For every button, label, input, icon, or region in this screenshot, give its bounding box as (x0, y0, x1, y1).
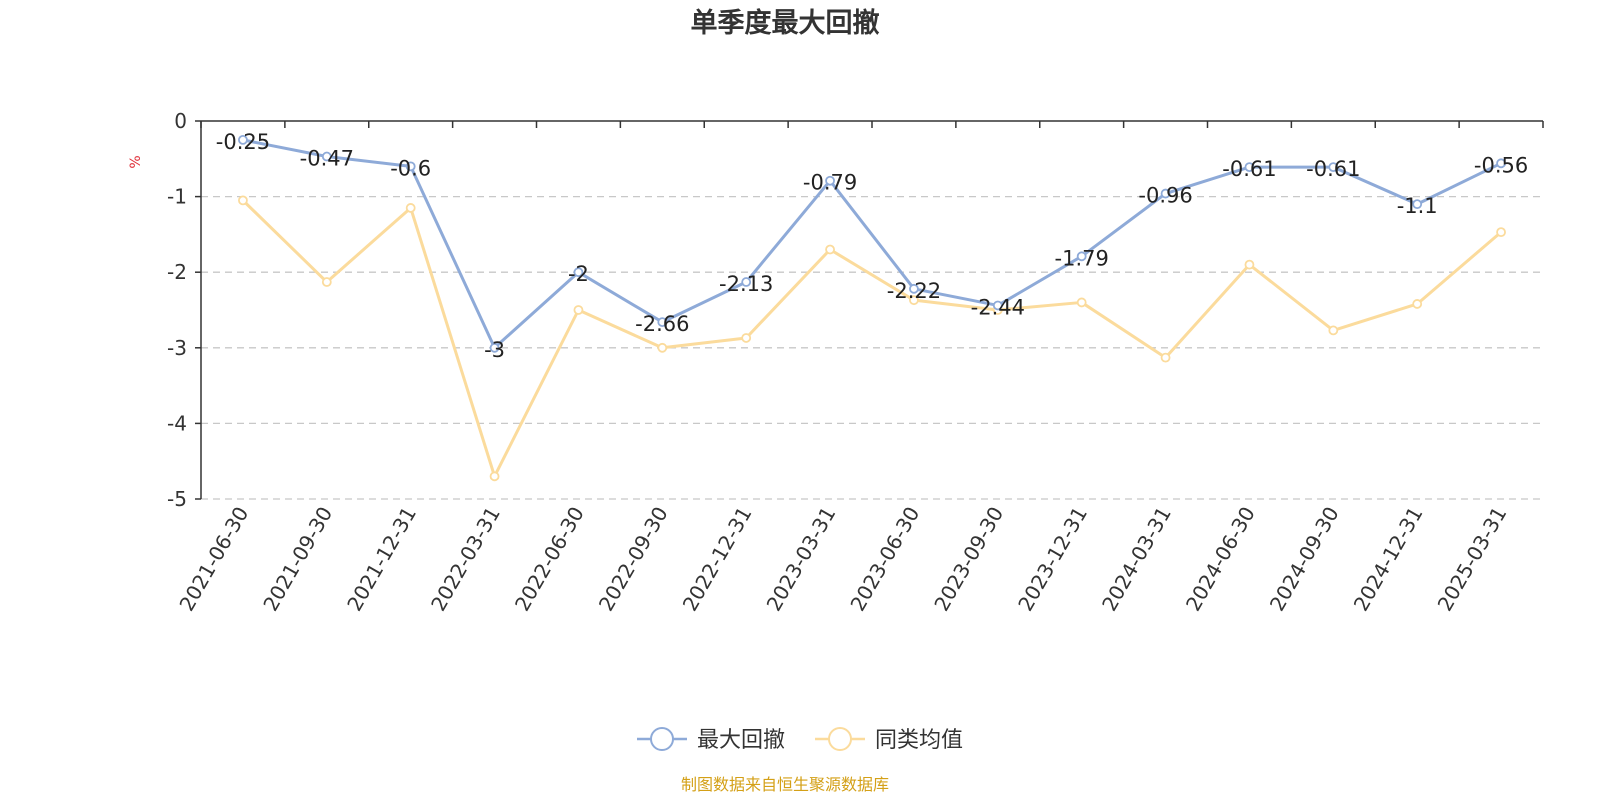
data-label: -0.47 (300, 147, 354, 171)
data-label: -2 (568, 262, 589, 286)
data-label: -0.79 (803, 171, 857, 195)
y-tick-label: -4 (167, 411, 187, 435)
data-label: -2.13 (719, 272, 773, 296)
chart-title: 单季度最大回撤 (691, 7, 880, 39)
y-tick-label: -3 (167, 336, 187, 360)
series-2-point (321, 277, 332, 287)
x-tick-label: 2022-09-30 (594, 503, 673, 616)
series-2-point (489, 471, 500, 482)
series-2-point (238, 195, 248, 206)
legend-marker-2 (828, 727, 852, 751)
series-2-point (1496, 227, 1506, 238)
series-1-point (825, 175, 835, 186)
series-1-point (1496, 158, 1506, 169)
x-tick-label: 2024-06-30 (1181, 503, 1260, 616)
data-label: -0.61 (1306, 157, 1360, 181)
data-label: -2.22 (887, 279, 941, 303)
series-1-point (1412, 199, 1423, 210)
series-2-point (573, 305, 584, 315)
x-tick-label: 2023-12-31 (1013, 503, 1092, 616)
series-1-point (321, 151, 332, 162)
x-tick-label: 2022-12-31 (678, 503, 757, 616)
series-1-point (573, 267, 584, 278)
series-1-point (489, 342, 500, 353)
legend-label-1: 最大回撤 (697, 728, 785, 753)
x-tick-label: 2024-09-30 (1265, 503, 1344, 616)
series-1-point (992, 300, 1003, 311)
series-2-point (909, 295, 919, 306)
x-tick-label: 2024-03-31 (1097, 503, 1176, 616)
data-label: -2.44 (971, 295, 1025, 319)
data-label: -0.61 (1222, 157, 1276, 181)
series-1-point (405, 161, 416, 172)
series-1-point (1076, 251, 1087, 262)
x-tick-label: 2021-12-31 (342, 503, 421, 616)
series-line-1 (242, 138, 1502, 350)
series-line-2 (241, 199, 1503, 478)
y-axis-unit: % (128, 155, 144, 168)
data-label: -3 (484, 338, 505, 362)
series-1-point (1328, 162, 1339, 173)
x-tick-label: 2022-03-31 (426, 503, 505, 616)
legend: 最大回撤 同类均值 (637, 727, 963, 753)
series-2-point (1160, 352, 1171, 363)
series-2-point (1328, 325, 1339, 336)
x-tick-label: 2021-06-30 (174, 503, 253, 616)
legend-marker-1 (650, 727, 674, 751)
data-label: -2.66 (635, 312, 689, 336)
x-tick-label: 2024-12-31 (1349, 503, 1428, 616)
series-lines (238, 134, 1506, 482)
data-label: -0.25 (216, 130, 270, 154)
grid-lines (201, 195, 1543, 500)
x-tick-label: 2025-03-31 (1432, 503, 1511, 616)
series-1-point (741, 277, 752, 287)
series-2-point (1076, 297, 1087, 308)
series-2-point (825, 244, 835, 255)
source-note: 制图数据来自恒生聚源数据库 (681, 775, 889, 794)
x-tick-label: 2023-09-30 (929, 503, 1008, 616)
series-1-point (1244, 162, 1255, 173)
series-2-point (1412, 299, 1423, 309)
series-2-point (657, 342, 668, 353)
legend-label-2: 同类均值 (875, 728, 963, 753)
y-tick-label: 0 (174, 109, 187, 133)
data-label: -0.56 (1474, 153, 1528, 177)
series-2-point (741, 333, 752, 343)
series-1-point (1160, 188, 1171, 199)
x-tick-label: 2023-03-31 (761, 503, 840, 616)
data-label: -0.96 (1138, 184, 1192, 208)
y-tick-label: -1 (167, 185, 187, 209)
y-tick-label: -2 (167, 260, 187, 284)
series-2-point (1244, 259, 1255, 270)
x-tick-label: 2021-09-30 (258, 503, 337, 616)
x-tick-label: 2023-06-30 (845, 503, 924, 616)
data-labels: -0.25 -0.47 -0.6 -3 -2 -2.66 -2.13 -0.79 -2.22 -2… (216, 130, 1528, 362)
series-1-point (909, 283, 919, 294)
x-tick-label: 2022-06-30 (510, 503, 589, 616)
series-1-point (657, 317, 668, 327)
data-label: -1.79 (1055, 246, 1109, 270)
series-2-point (405, 203, 416, 213)
data-label: -0.6 (390, 156, 431, 180)
data-label: -1.1 (1397, 194, 1438, 218)
series-1-point (238, 134, 248, 145)
y-tick-label: -5 (167, 487, 187, 511)
